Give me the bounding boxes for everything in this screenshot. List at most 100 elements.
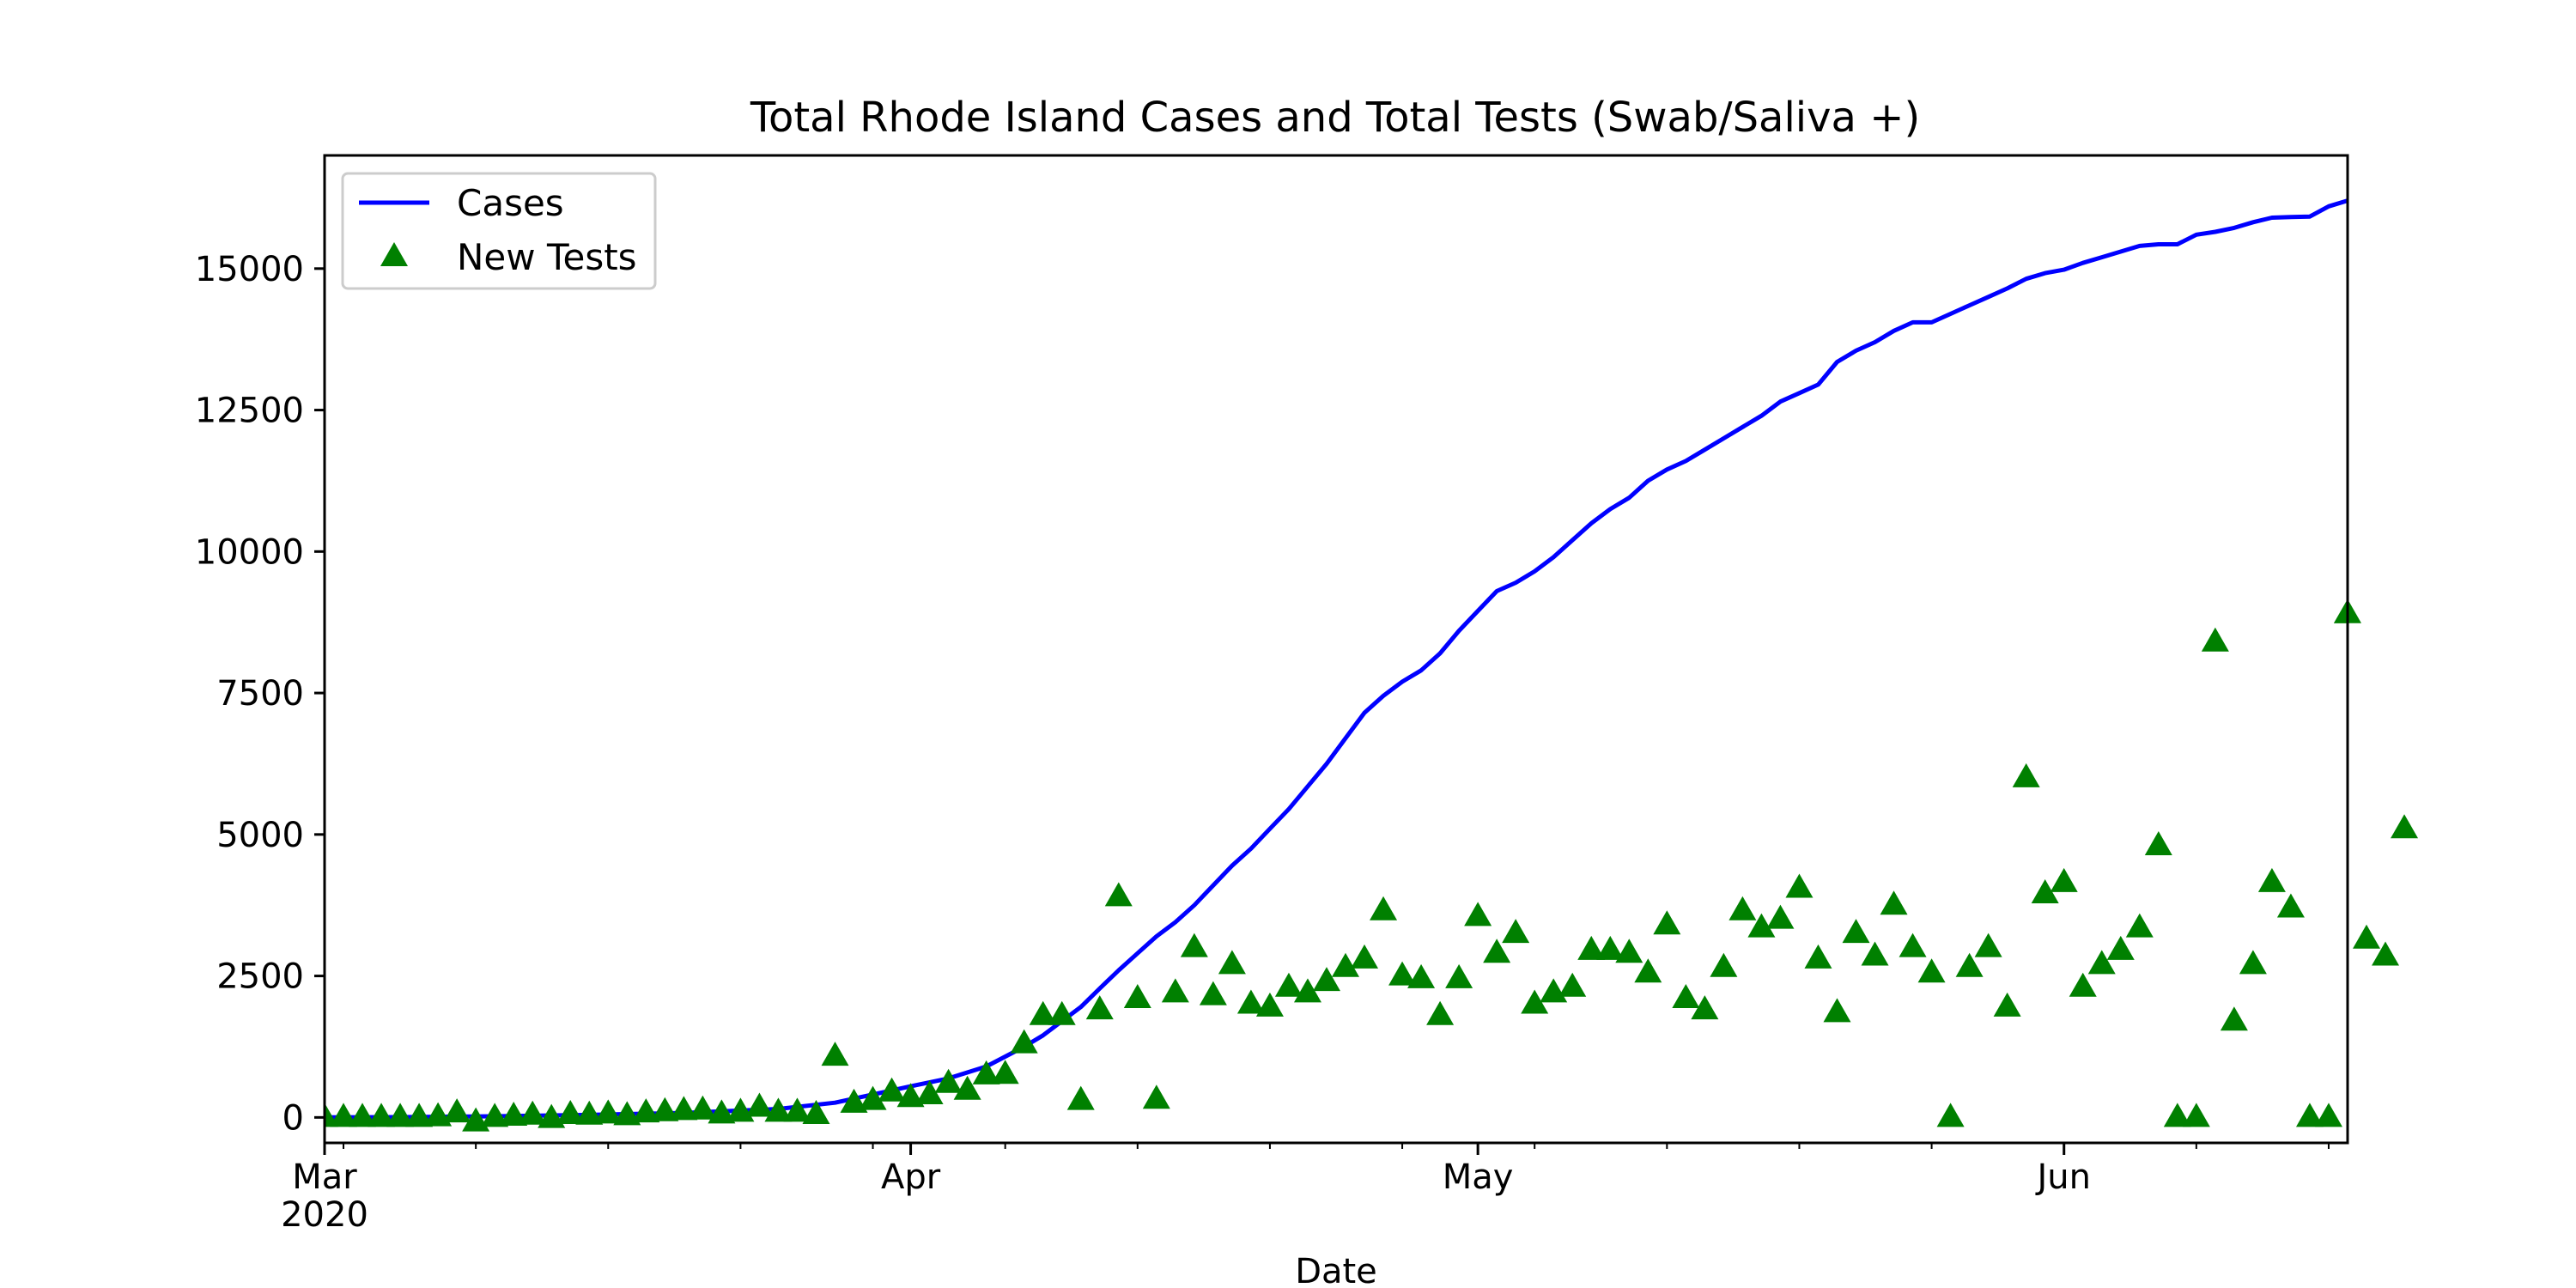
x-tick-sublabel: 2020 [281,1195,368,1235]
new-tests-marker [1634,958,1662,983]
new-tests-marker [991,1060,1019,1084]
new-tests-marker [2239,950,2267,975]
new-tests-marker [802,1100,830,1125]
new-tests-marker [745,1092,774,1117]
new-tests-marker [1936,1103,1965,1127]
new-tests-marker [1010,1029,1038,1054]
new-tests-marker [1293,978,1321,1003]
new-tests-marker [2012,762,2040,787]
new-tests-marker [481,1103,509,1127]
new-tests-marker [556,1100,585,1125]
new-tests-marker [2125,913,2154,938]
new-tests-marker [2201,627,2229,652]
new-tests-marker [1332,952,1360,977]
new-tests-marker [1577,935,1606,960]
new-tests-marker [500,1102,528,1127]
x-tick-label: Jun [2034,1157,2091,1197]
new-tests-marker [1766,904,1795,929]
new-tests-marker [2182,1103,2210,1127]
new-tests-marker [972,1060,1000,1084]
new-tests-marker [764,1097,793,1122]
new-tests-marker [2276,893,2305,918]
new-tests-marker [1370,896,1398,920]
y-tick-label: 15000 [195,250,304,289]
new-tests-marker [1142,1084,1170,1109]
new-tests-marker [1123,983,1151,1008]
y-tick-label: 0 [283,1098,304,1138]
legend-label: New Tests [457,236,637,278]
new-tests-marker [330,1103,358,1127]
new-tests-marker [2391,814,2419,839]
new-tests-marker [1842,919,1870,944]
new-tests-marker [1085,995,1114,1020]
new-tests-marker [1464,902,1492,927]
new-tests-marker [2163,1103,2191,1127]
new-tests-marker [1048,1000,1076,1025]
new-tests-marker [1445,963,1473,988]
new-tests-marker [1521,989,1549,1014]
x-tick-label: Mar [292,1157,357,1197]
new-tests-marker [386,1103,415,1127]
plot-area [325,198,2348,1132]
new-tests-marker [575,1100,604,1125]
new-tests-marker [1785,873,1814,898]
y-tick-label: 5000 [216,816,304,855]
new-tests-marker [1917,958,1946,983]
new-tests-marker [1426,1000,1455,1025]
new-tests-marker [840,1088,868,1113]
new-tests-marker [2050,867,2078,892]
new-tests-marker [859,1085,887,1110]
new-tests-marker [2106,935,2135,960]
new-tests-marker [1274,972,1303,997]
new-tests-marker [1180,933,1208,957]
new-tests-marker [1388,961,1417,986]
new-tests-marker [2144,831,2172,856]
new-tests-marker [1993,992,2021,1017]
new-tests-marker-clipped [2372,941,2400,966]
new-tests-marker [934,1068,963,1093]
y-tick-label: 10000 [195,532,304,572]
new-tests-marker [1483,939,1511,963]
new-tests-marker [349,1103,377,1127]
new-tests-marker [670,1096,698,1121]
new-tests-marker [915,1079,944,1104]
new-tests-marker [2372,941,2400,966]
new-tests-marker [405,1103,434,1127]
new-tests-marker [1899,933,1927,957]
new-tests-marker [1255,992,1284,1017]
new-tests-marker [2257,867,2286,892]
chart-title: Total Rhode Island Cases and Total Tests… [750,94,1920,142]
new-tests-marker [1672,983,1700,1008]
new-tests-marker [1728,896,1757,920]
new-tests-marker [632,1098,660,1123]
new-tests-marker [1823,998,1851,1023]
new-tests-marker [1066,1085,1095,1110]
new-tests-marker [896,1083,925,1108]
new-tests-marker [2314,1103,2342,1127]
new-tests-marker [1218,950,1246,975]
new-tests-marker [1407,963,1436,988]
new-tests-marker [613,1101,641,1126]
new-tests-marker [2087,950,2116,975]
new-tests-marker [1710,952,1738,977]
new-tests-marker [368,1103,396,1127]
x-axis-label: Date [1295,1252,1377,1288]
new-tests-marker [2069,972,2097,997]
new-tests-marker [1747,913,1776,938]
new-tests-marker [2031,879,2059,904]
new-tests-marker [689,1095,717,1120]
y-tick-label: 12500 [195,392,304,431]
new-tests-marker [2295,1103,2324,1127]
new-tests-marker [1236,989,1265,1014]
new-tests-marker [1312,967,1340,992]
new-tests-marker [1199,981,1227,1005]
new-tests-marker [953,1075,981,1100]
x-tick-label: Apr [881,1157,941,1197]
new-tests-marker-clipped [2391,814,2419,839]
new-tests-marker [1558,972,1587,997]
new-tests-marker [1691,995,1719,1020]
new-tests-marker [2353,924,2381,949]
x-tick-label: May [1443,1157,1514,1197]
